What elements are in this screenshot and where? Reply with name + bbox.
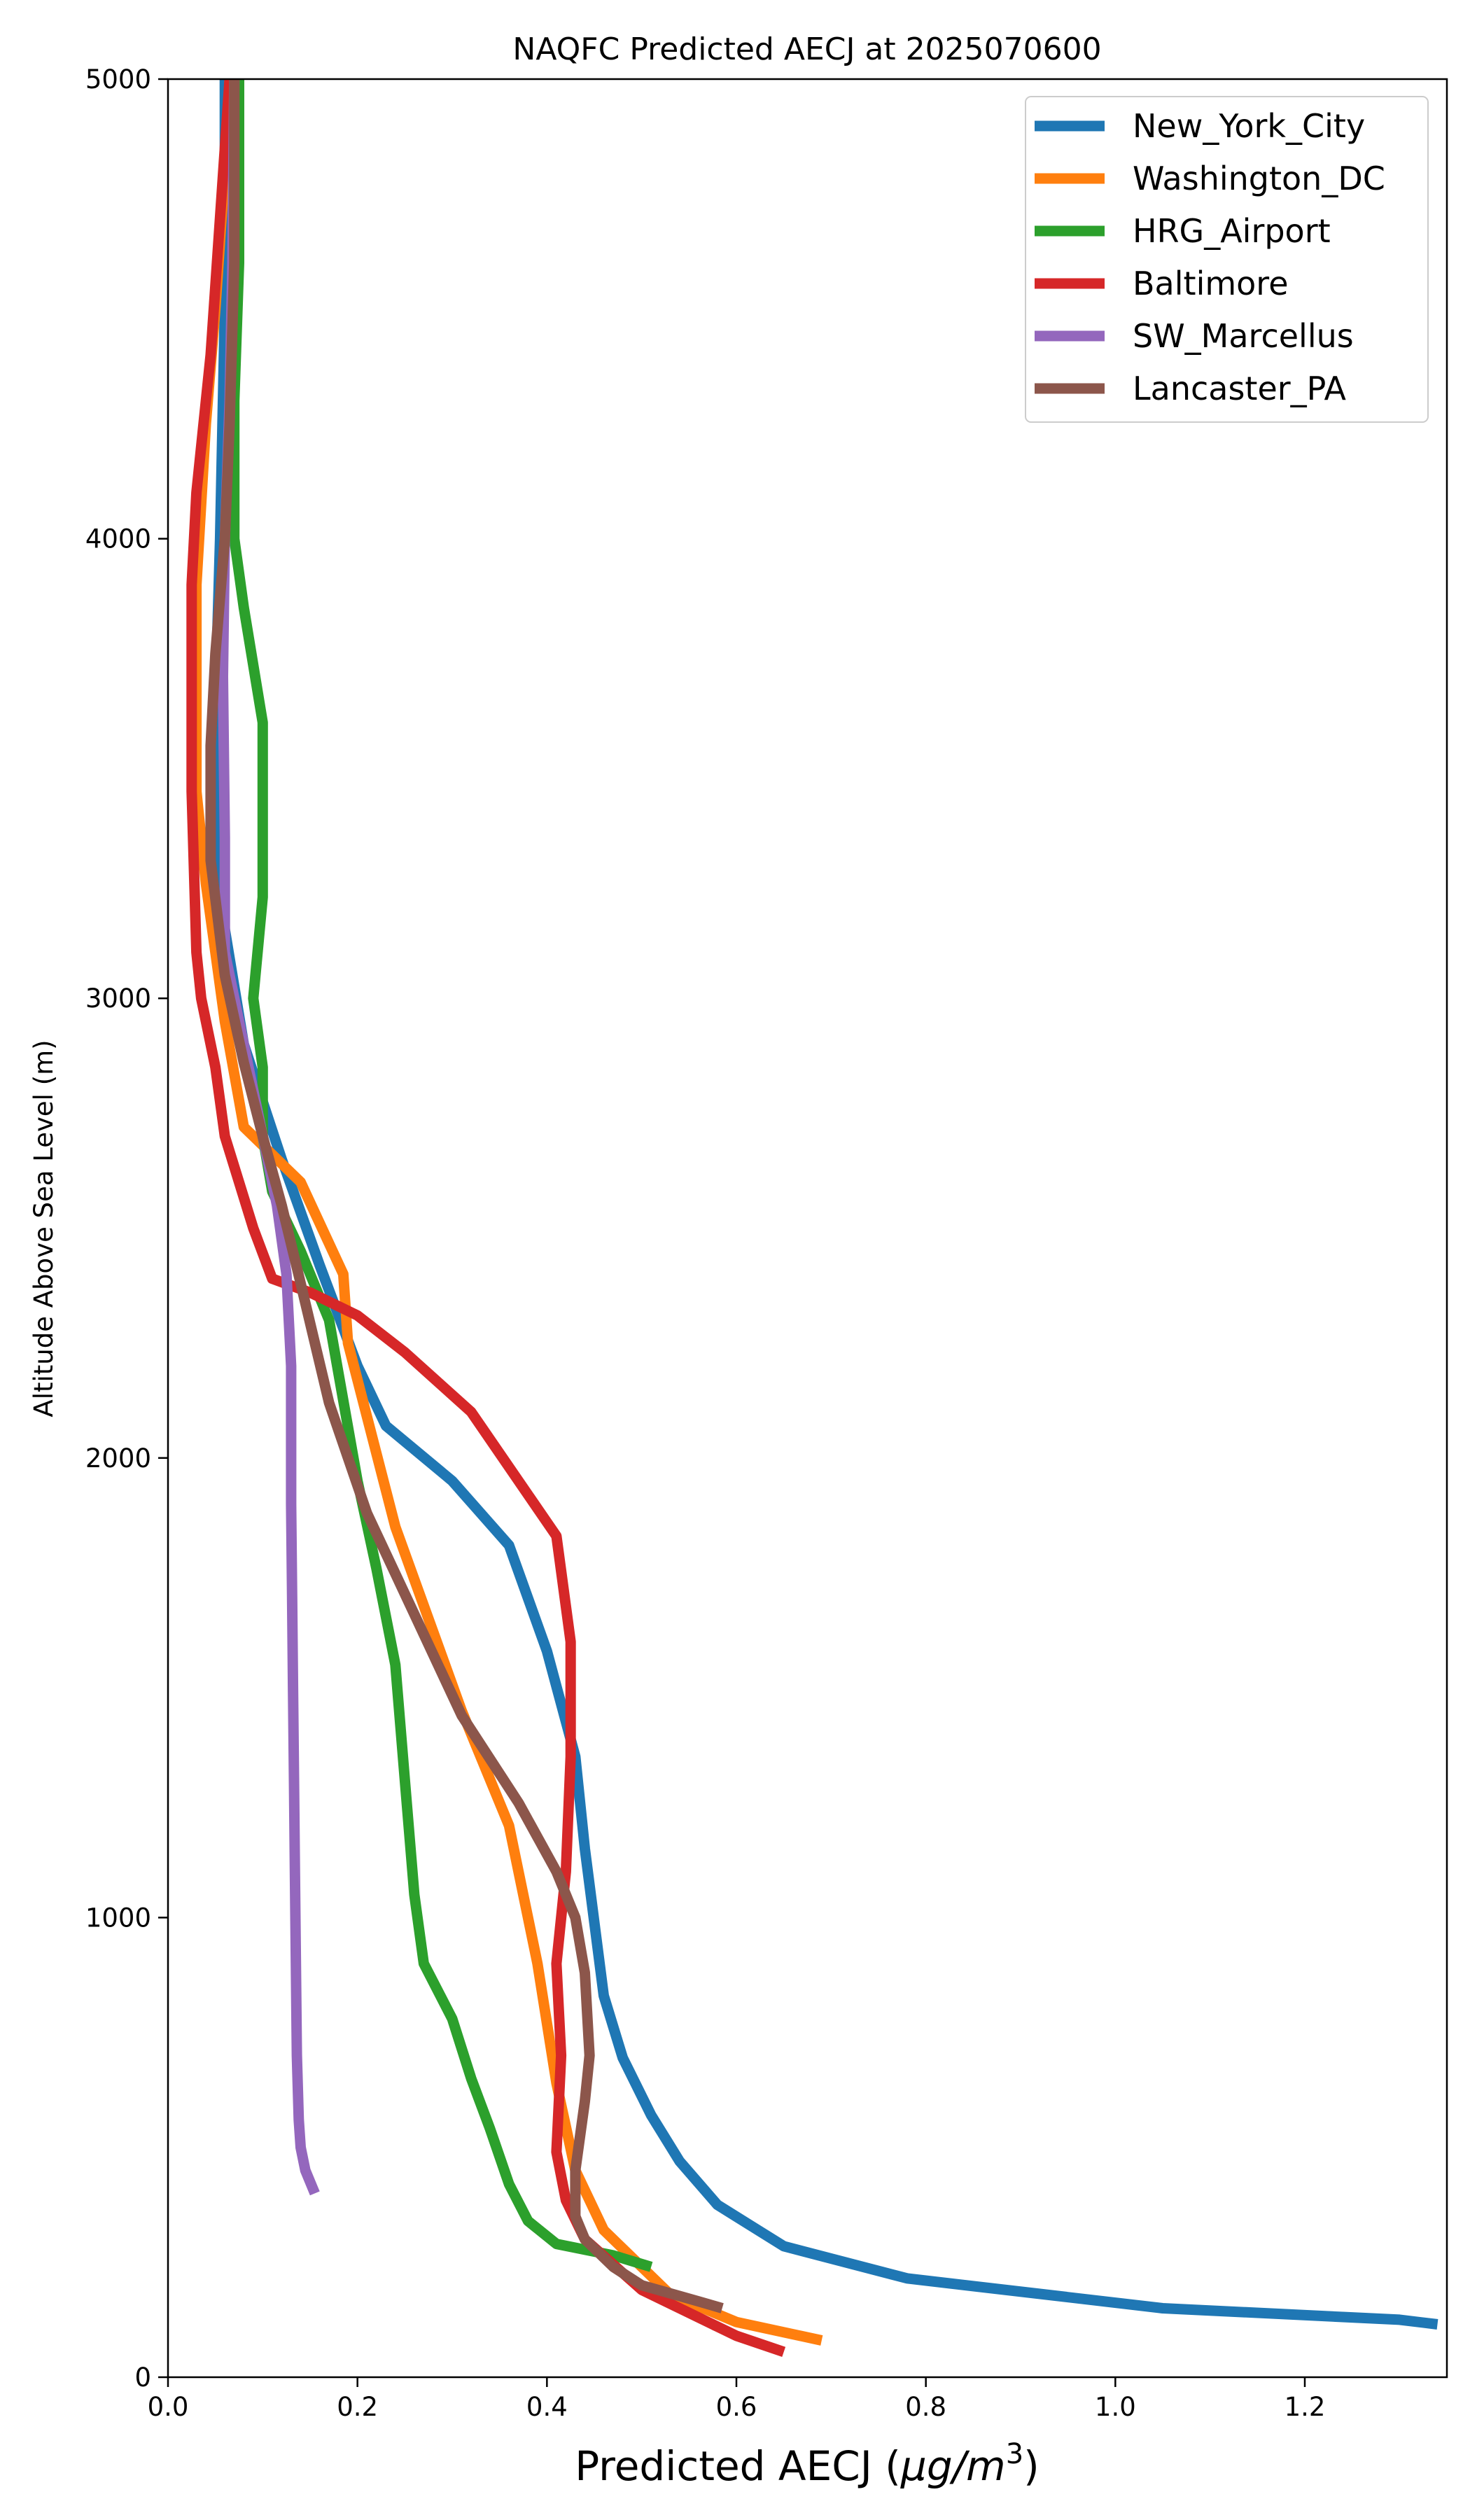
- x-tick-label: 1.2: [1284, 2392, 1326, 2422]
- y-tick-label: 4000: [85, 524, 151, 554]
- x-axis-ticks: 0.0 0.2 0.4 0.6 0.8 1.0 1.2: [148, 2377, 1326, 2422]
- y-tick-label: 5000: [85, 64, 151, 94]
- legend-label: Lancaster_PA: [1133, 370, 1346, 407]
- series-line-sw-marcellus: [218, 79, 320, 2196]
- y-tick-label: 3000: [85, 983, 151, 1014]
- x-tick-label: 1.0: [1095, 2392, 1136, 2422]
- legend-box: [1025, 96, 1429, 423]
- x-tick-label: 0.6: [716, 2392, 757, 2422]
- x-axis-label-unit: μg/m: [900, 2442, 1006, 2490]
- x-axis-label-main: Predicted AECJ (: [575, 2442, 901, 2490]
- x-tick-label: 0.0: [148, 2392, 189, 2422]
- x-tick-label: 0.8: [905, 2392, 946, 2422]
- x-axis-label-close: ): [1023, 2442, 1040, 2490]
- x-tick-label: 0.2: [337, 2392, 378, 2422]
- x-tick-label: 0.4: [526, 2392, 568, 2422]
- y-tick-label: 0: [134, 2362, 151, 2393]
- series-line-new-york-city: [210, 79, 1438, 2330]
- chart-title: NAQFC Predicted AECJ at 2025070600: [512, 31, 1101, 67]
- legend-label: HRG_Airport: [1133, 212, 1331, 250]
- legend-label: SW_Marcellus: [1133, 317, 1354, 355]
- y-tick-label: 2000: [85, 1443, 151, 1474]
- series-layer: [186, 79, 1438, 2358]
- x-axis-label: Predicted AECJ (μg/m3): [575, 2438, 1040, 2490]
- legend: New_York_City Washington_DC HRG_Airport Bal…: [1025, 96, 1429, 423]
- series-line-lancaster-pa: [205, 79, 724, 2314]
- legend-label: Washington_DC: [1133, 160, 1385, 197]
- plot-frame: [167, 78, 1448, 2379]
- legend-label: Baltimore: [1133, 265, 1289, 302]
- legend-label: New_York_City: [1133, 107, 1365, 145]
- y-axis-ticks: 0 1000 2000 3000 4000 5000: [85, 64, 168, 2393]
- x-axis-label-superscript: 3: [1006, 2438, 1023, 2470]
- y-tick-label: 1000: [85, 1903, 151, 1933]
- y-axis-label: Altitude Above Sea Level (m): [29, 1040, 59, 1417]
